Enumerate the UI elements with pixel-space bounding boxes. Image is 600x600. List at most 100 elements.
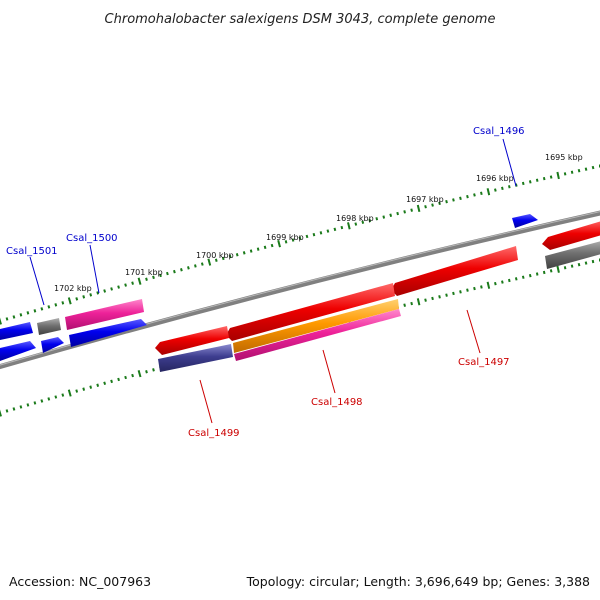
gene-csal-1499-arrow[interactable]: [155, 326, 229, 355]
scale-tick: [542, 270, 546, 275]
scale-tick: [61, 393, 65, 397]
gene-labels: Csal_1496 Csal_1500 Csal_1501 Csal_1497 …: [6, 126, 525, 439]
scale-tick: [556, 265, 560, 273]
outer-tick-row: [0, 164, 600, 325]
scale-tick: [242, 251, 246, 255]
gene-csal-1499-navy[interactable]: [158, 344, 233, 372]
gene-label-csal-1500[interactable]: Csal_1500: [66, 233, 118, 244]
scale-tick: [214, 258, 218, 262]
scale-tick: [117, 285, 120, 289]
gene-label-csal-1496[interactable]: Csal_1496: [473, 126, 525, 137]
scale-tick: [508, 185, 511, 189]
scale-tick: [103, 381, 107, 385]
scale-tick: [416, 204, 421, 213]
genome-summary-text: Topology: circular; Length: 3,696,649 bp…: [246, 574, 590, 589]
scale-tick: [368, 218, 372, 223]
scale-tick: [124, 375, 127, 380]
leader-csal-1496: [502, 138, 517, 187]
scale-tick: [416, 298, 421, 306]
leader-csal-1501: [29, 256, 45, 306]
scale-tick: [556, 171, 560, 180]
gene-label-csal-1499[interactable]: Csal_1499: [188, 428, 240, 439]
scale-tick: [452, 291, 455, 296]
scale-label-1697: 1697 kbp: [406, 195, 444, 204]
scale-tick: [159, 273, 162, 278]
gene-csal-1496-arrow[interactable]: [512, 214, 538, 228]
scale-tick: [549, 175, 553, 179]
scale-tick: [67, 297, 72, 305]
scale-tick: [228, 254, 232, 259]
leader-csal-1497: [466, 309, 481, 354]
gene-csal-1498-orange[interactable]: [233, 299, 399, 353]
scale-tick: [340, 225, 344, 230]
scale-tick: [152, 368, 155, 372]
gene-right-edge-arrow[interactable]: [542, 220, 600, 250]
scale-tick: [424, 205, 427, 209]
scale-tick: [173, 269, 176, 274]
gene-label-csal-1501[interactable]: Csal_1501: [6, 246, 58, 257]
scale-tick: [40, 307, 44, 311]
scale-tick: [326, 229, 330, 233]
forward-strand-genes: [0, 214, 538, 340]
scale-tick: [221, 256, 225, 261]
scale-tick: [12, 407, 16, 411]
scale-tick: [347, 222, 351, 230]
scale-tick: [354, 222, 358, 226]
scale-tick: [563, 266, 567, 270]
scale-tick: [96, 291, 100, 295]
scale-tick: [131, 373, 134, 378]
scale-tick: [54, 303, 58, 307]
scale-tick: [75, 297, 79, 301]
scale-tick: [270, 243, 274, 248]
scale-tick: [459, 290, 462, 294]
scale-tick: [570, 264, 574, 268]
scale-tick: [131, 281, 134, 285]
gene-label-csal-1497[interactable]: Csal_1497: [458, 357, 510, 368]
scale-tick: [180, 268, 183, 272]
scale-tick: [410, 301, 413, 306]
scale-tick: [82, 387, 86, 391]
scale-labels: 1695 kbp 1696 kbp 1697 kbp 1698 kbp 1699…: [54, 153, 583, 293]
scale-tick: [501, 280, 504, 284]
scale-tick: [466, 288, 469, 292]
scale-tick: [305, 234, 309, 239]
scale-tick: [501, 186, 504, 191]
gene-csal-1498-pink[interactable]: [234, 309, 401, 361]
gene-right-grey[interactable]: [545, 240, 600, 269]
scale-tick: [403, 303, 406, 307]
scale-tick: [207, 258, 212, 266]
scale-tick: [521, 275, 525, 279]
gene-csal-1500-lower[interactable]: [69, 319, 147, 347]
scale-tick: [403, 210, 406, 214]
gene-csal-1500-arrow[interactable]: [65, 299, 144, 330]
gene-csal-1497-upstream-arrow[interactable]: [226, 283, 395, 341]
gene-forward-grey-edge[interactable]: [0, 322, 33, 340]
scale-tick: [535, 272, 539, 276]
gene-label-csal-1498[interactable]: Csal_1498: [311, 397, 363, 408]
scale-tick: [445, 199, 448, 204]
scale-tick: [382, 215, 386, 219]
scale-tick: [591, 259, 595, 264]
gene-csal-1501-box[interactable]: [37, 318, 61, 335]
scale-tick: [5, 317, 9, 321]
scale-tick: [0, 317, 2, 325]
scale-tick: [291, 238, 295, 242]
scale-tick: [591, 165, 595, 170]
scale-tick: [466, 194, 469, 199]
scale-tick: [375, 217, 379, 221]
gene-left-blue-small[interactable]: [41, 337, 64, 353]
scale-tick: [528, 273, 532, 278]
scale-tick: [584, 167, 588, 171]
scale-tick: [12, 315, 16, 319]
gene-left-blue-lower[interactable]: [0, 341, 36, 361]
gene-csal-1497-arrow[interactable]: [391, 246, 518, 296]
scale-tick: [110, 379, 113, 384]
scale-tick: [26, 311, 30, 315]
scale-tick: [577, 262, 581, 267]
scale-tick: [117, 377, 120, 382]
scale-tick: [5, 409, 9, 413]
scale-label-1695: 1695 kbp: [545, 153, 583, 162]
scale-tick: [577, 168, 581, 173]
scale-tick: [40, 399, 44, 403]
